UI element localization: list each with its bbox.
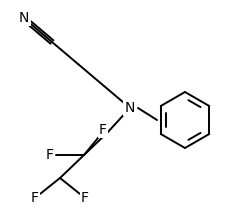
Text: F: F bbox=[99, 123, 107, 137]
Text: N: N bbox=[125, 101, 135, 115]
Text: F: F bbox=[31, 191, 39, 205]
Text: N: N bbox=[19, 11, 29, 25]
Text: F: F bbox=[81, 191, 89, 205]
Text: F: F bbox=[46, 148, 54, 162]
